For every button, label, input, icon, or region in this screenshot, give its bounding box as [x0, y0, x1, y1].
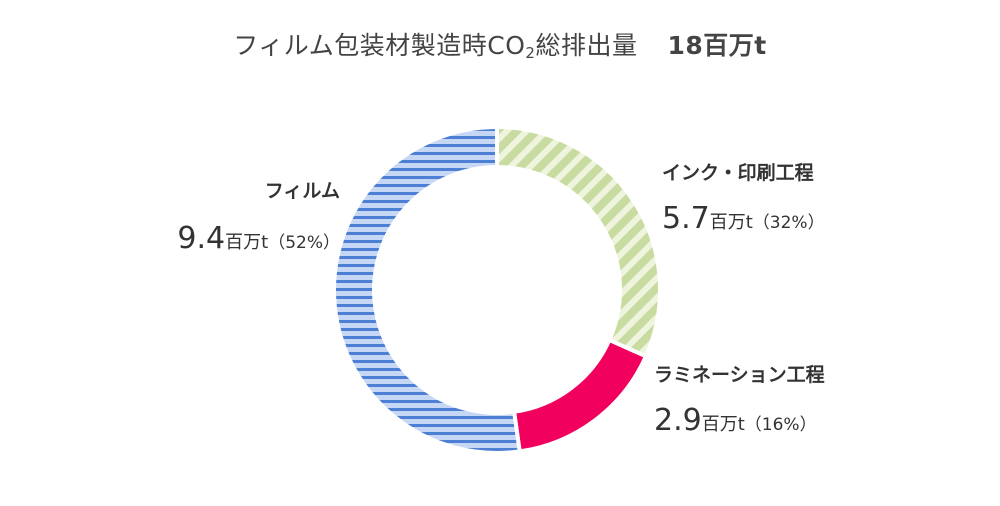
slice-ink-print — [495, 124, 662, 359]
chart-title: フィルム包装材製造時CO2総排出量 18百万t — [0, 26, 1000, 62]
label-lamination: ラミネーション工程 2.9百万t（16%） — [654, 360, 825, 438]
percent-film: （52%） — [268, 233, 340, 253]
slice-lamination — [511, 337, 649, 454]
percent-lamination: （16%） — [744, 415, 817, 435]
value-film: 9.4百万t（52%） — [140, 221, 340, 256]
title-suffix: 総排出量 — [535, 31, 638, 60]
percent-ink-print: （32%） — [752, 213, 825, 233]
category-lamination: ラミネーション工程 — [654, 364, 825, 386]
title-total: 18百万t — [667, 31, 767, 60]
title-prefix: フィルム包装材製造時CO — [233, 31, 526, 60]
category-film: フィルム — [264, 180, 340, 202]
label-film: フィルム 9.4百万t（52%） — [140, 176, 340, 256]
value-ink-print: 5.7百万t（32%） — [662, 201, 825, 236]
value-unit-ink-print: 百万t — [709, 212, 753, 233]
slice-film — [332, 124, 522, 455]
category-ink-print: インク・印刷工程 — [662, 162, 814, 184]
value-lamination: 2.9百万t（16%） — [654, 403, 825, 438]
value-unit-lamination: 百万t — [701, 414, 745, 435]
value-number-film: 9.4 — [177, 221, 226, 256]
value-number-ink-print: 5.7 — [662, 201, 710, 236]
slices-group — [332, 124, 662, 455]
label-ink-print: インク・印刷工程 5.7百万t（32%） — [662, 158, 825, 236]
value-unit-film: 百万t — [225, 232, 269, 253]
title-subscript: 2 — [525, 44, 536, 62]
value-number-lamination: 2.9 — [654, 403, 702, 438]
